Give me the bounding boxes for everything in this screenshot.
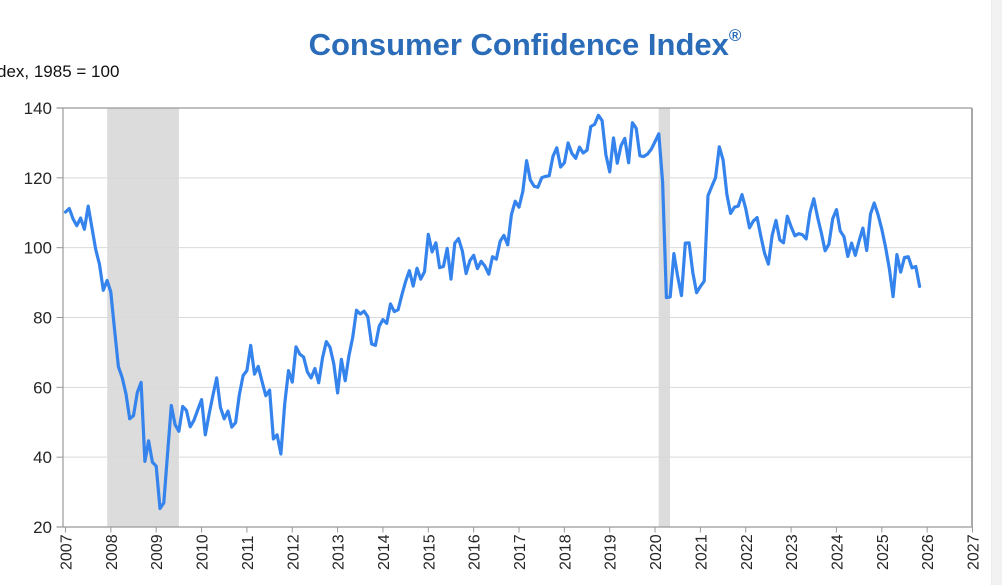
x-tick-label: 2017 bbox=[512, 534, 529, 570]
y-tick-label: 80 bbox=[33, 309, 52, 328]
x-tick-label: 2016 bbox=[467, 534, 484, 570]
x-tick-label: 2021 bbox=[693, 534, 710, 570]
y-tick-label: 120 bbox=[24, 169, 52, 188]
cci-data-line bbox=[63, 113, 922, 511]
y-tick-label: 20 bbox=[33, 518, 52, 537]
x-tick-label: 2022 bbox=[739, 534, 756, 570]
x-tick-label: 2011 bbox=[240, 535, 257, 570]
chart-title-text: Consumer Confidence Index bbox=[308, 26, 729, 62]
x-tick-label: 2019 bbox=[603, 534, 620, 570]
y-tick-label: 60 bbox=[33, 378, 52, 397]
scrollbar-track[interactable] bbox=[991, 0, 1002, 585]
y-tick-label: 140 bbox=[24, 99, 52, 118]
x-tick-label: 2012 bbox=[285, 534, 302, 570]
x-tick-label: 2007 bbox=[59, 534, 76, 570]
chart-title: Consumer Confidence Index® bbox=[58, 26, 992, 63]
x-tick-label: 2018 bbox=[557, 534, 574, 570]
x-tick-label: 2008 bbox=[104, 534, 121, 570]
x-tick-label: 2024 bbox=[830, 534, 847, 570]
x-tick-label: 2020 bbox=[648, 534, 665, 570]
y-tick-label: 40 bbox=[33, 448, 52, 467]
x-tick-label: 2014 bbox=[376, 534, 393, 570]
y-axis-unit-note: dex, 1985 = 100 bbox=[0, 62, 120, 81]
x-tick-label: 2023 bbox=[784, 534, 801, 570]
x-tick-label: 2010 bbox=[195, 534, 212, 570]
registered-trademark-symbol: ® bbox=[728, 26, 742, 46]
x-tick-label: 2013 bbox=[331, 534, 348, 570]
x-tick-label: 2025 bbox=[875, 534, 892, 570]
x-tick-label: 2009 bbox=[149, 534, 166, 570]
x-tick-label: 2027 bbox=[966, 534, 983, 570]
y-tick-label: 100 bbox=[24, 239, 52, 258]
x-tick-label: 2026 bbox=[920, 534, 937, 570]
x-tick-label: 2015 bbox=[421, 534, 438, 570]
